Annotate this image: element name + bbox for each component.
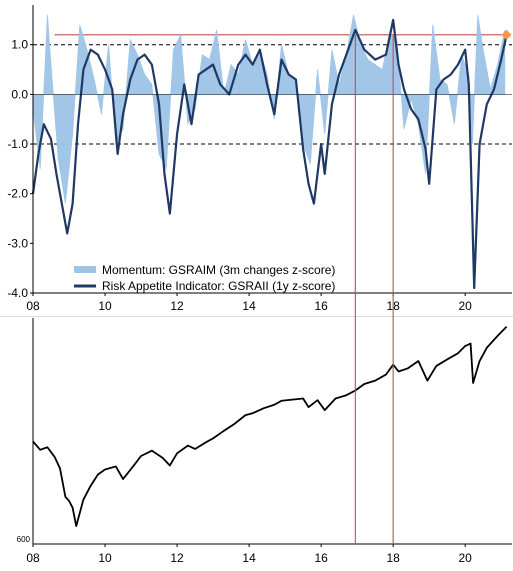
bottom-y-tick-label: 600 [17,535,31,544]
bottom-x-tick-label: 20 [459,551,473,565]
legend: Momentum: GSRAIM (3m changes z-score) Ri… [74,263,335,293]
bottom-x-tick-label: 12 [170,551,184,565]
bottom-x-tick-label: 14 [242,551,256,565]
risk-appetite-line [31,18,512,290]
legend-label-risk-appetite: Risk Appetite Indicator: GSRAII (1y z-sc… [102,279,335,293]
top-x-tick-label: 08 [26,299,40,313]
bottom-axes: 600 08 10 12 14 16 18 20 [0,316,513,565]
top-y-tick-label: -2.0 [7,187,28,201]
risk-appetite-polyline [31,18,508,290]
bottom-x-tick-label: 16 [314,551,328,565]
top-y-tick-label: -1.0 [7,137,28,151]
price-polyline [32,325,508,527]
top-y-tick-label: -3.0 [7,236,28,250]
bottom-x-tick-label: 10 [98,551,112,565]
top-x-tick-label: 14 [242,299,256,313]
top-x-tick-label: 20 [459,299,473,313]
price-line [32,325,508,527]
top-x-tick-label: 12 [170,299,184,313]
top-panel: 1.00.0-1.0-2.0-3.0-4.008 10 12 14 16 18 20 Mom… [7,5,512,313]
legend-swatch-momentum [74,266,96,273]
vertical-markers [354,34,394,544]
top-axes: 1.00.0-1.0-2.0-3.0-4.008 10 12 14 16 18 20 [7,5,512,313]
bottom-panel: 600 08 10 12 14 16 18 20 [0,316,513,565]
top-y-tick-label: 1.0 [11,38,28,52]
top-x-tick-label: 16 [314,299,328,313]
legend-label-momentum: Momentum: GSRAIM (3m changes z-score) [102,263,335,277]
latest-point-marker [501,29,512,40]
bottom-x-tick-label: 18 [386,551,400,565]
panel-separator [0,316,513,317]
bottom-x-tick-label: 08 [26,551,40,565]
top-x-tick-label: 10 [98,299,112,313]
top-y-tick-label: -4.0 [7,286,28,300]
top-y-tick-label: 0.0 [11,87,28,101]
